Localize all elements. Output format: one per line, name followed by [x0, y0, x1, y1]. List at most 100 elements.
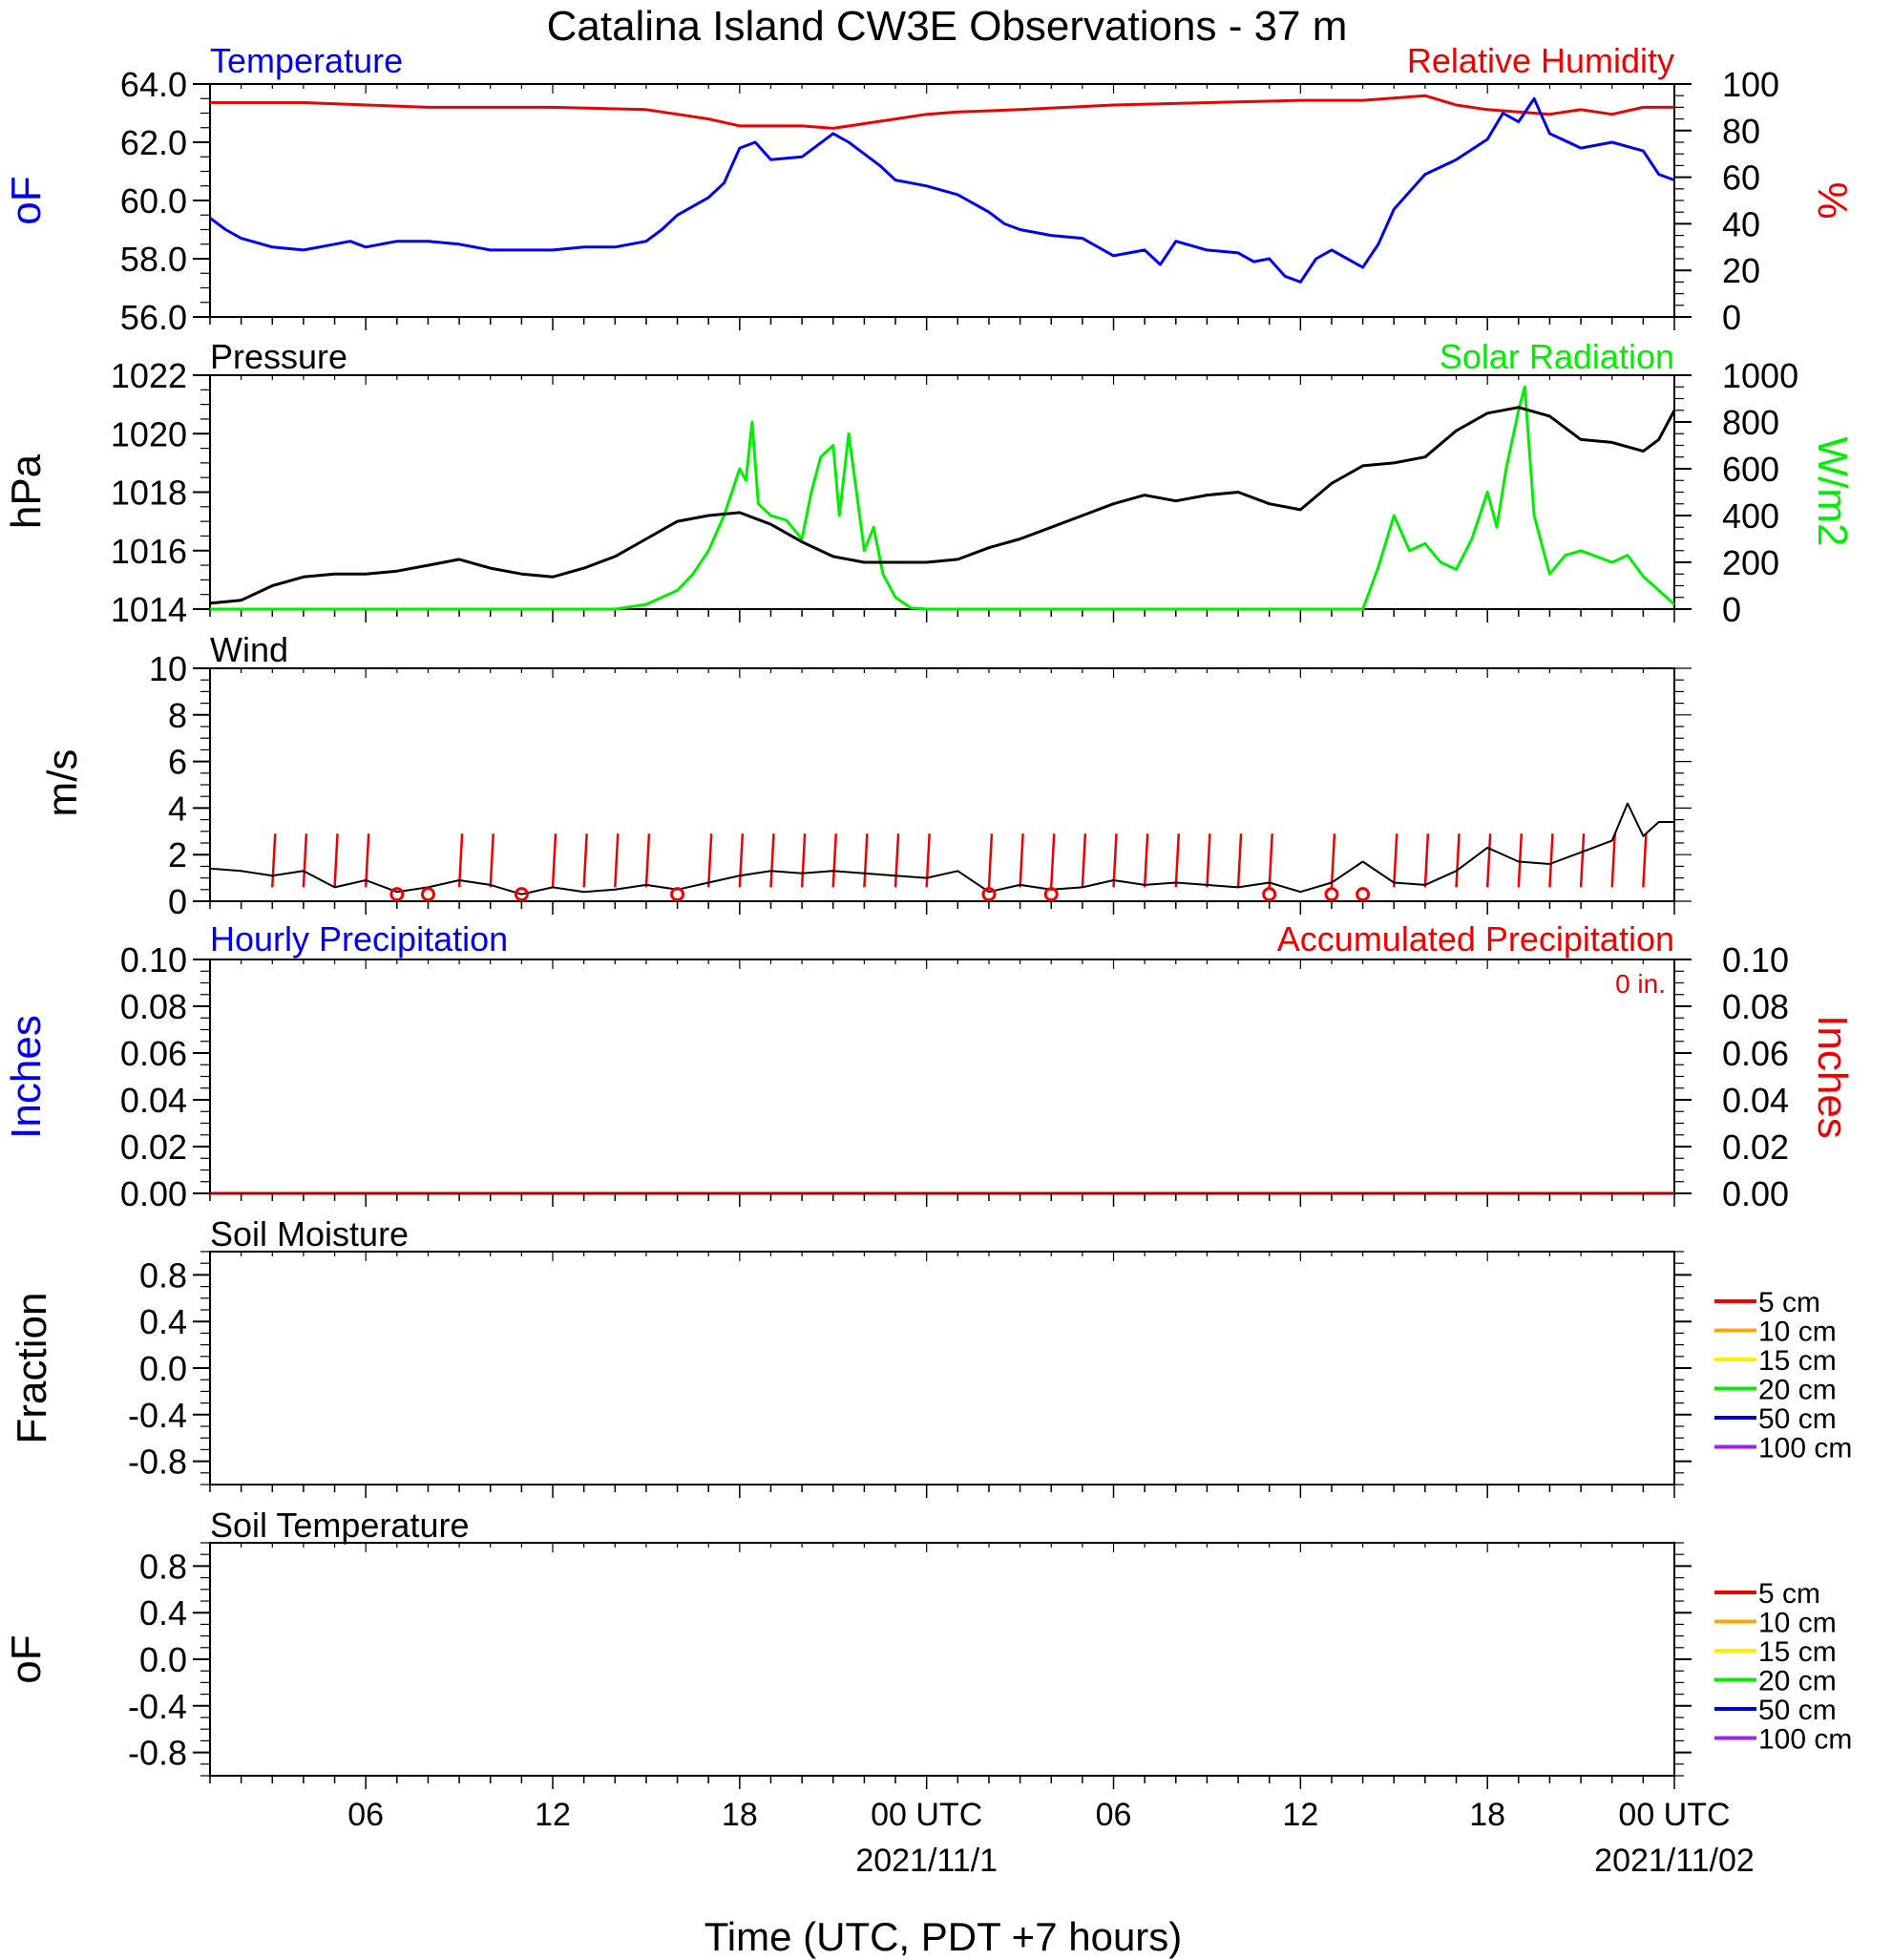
x-axis-title: Time (UTC, PDT +7 hours) — [704, 1914, 1183, 1959]
wind-barb — [738, 833, 745, 888]
y-tick-label: 0.06 — [120, 1034, 187, 1073]
y2-tick-label: 400 — [1722, 496, 1779, 536]
legend-label: 20 cm — [1758, 1375, 1837, 1406]
hourly-precip-title: Hourly Precipitation — [210, 919, 508, 959]
pressure-unit: hPa — [3, 453, 50, 529]
y-tick-label: 0.10 — [120, 940, 187, 980]
temperature-line — [209, 96, 1675, 284]
y-tick-label: 0.0 — [139, 1640, 187, 1679]
figure-title: Catalina Island CW3E Observations - 37 m — [547, 3, 1348, 50]
temp_rh-frame — [209, 83, 1675, 318]
accum-precip-value: 0 in. — [1615, 969, 1666, 999]
x-tick-label: 00 UTC — [871, 1797, 982, 1833]
wind-barb — [582, 833, 588, 888]
calm-marker — [1324, 887, 1339, 902]
legend-label: 10 cm — [1758, 1608, 1837, 1639]
wind-barb — [1517, 833, 1524, 888]
y-tick-label: 1016 — [111, 532, 187, 571]
wind-barb — [1548, 833, 1554, 888]
y-tick-label: -0.8 — [128, 1734, 187, 1773]
soil_temp-frame — [209, 1542, 1675, 1777]
y-tick-label: 0.8 — [139, 1547, 187, 1586]
y-tick-label: 2 — [168, 835, 187, 875]
wind-barb — [1485, 833, 1492, 888]
panel-pressure-solar: 1014 1016 1018 1020 1022 0 200 400 600 800 1000 Pre… — [3, 337, 1856, 629]
wind-barb — [644, 833, 651, 888]
y2-tick-label: 0.00 — [1722, 1174, 1789, 1213]
wind-barb — [893, 833, 900, 888]
y2-tick-label: 0.04 — [1722, 1081, 1789, 1120]
humidity-line — [210, 94, 1674, 130]
hourly-precip-unit: Inches — [3, 1015, 50, 1139]
y-tick-label: 8 — [168, 696, 187, 735]
temperature-title: Temperature — [210, 41, 403, 80]
y2-tick-label: 0.08 — [1722, 987, 1789, 1026]
accum-precip-title: Accumulated Precipitation — [1277, 919, 1674, 959]
y2-tick-label: 0 — [1722, 298, 1741, 337]
y-tick-label: 0.08 — [120, 987, 187, 1026]
y-tick-label: 0.04 — [120, 1081, 187, 1120]
panel-soil-moisture: -0.8 -0.4 0.0 0.4 0.8 Soil Moisture Fraction 5 … — [9, 1214, 1852, 1498]
wind-barb — [551, 833, 557, 888]
y2-tick-label: 0.10 — [1722, 940, 1789, 980]
y-tick-label: 0.4 — [139, 1302, 187, 1341]
wind-barb — [489, 833, 494, 888]
calm-marker — [1356, 887, 1371, 902]
x-tick-label: 18 — [1469, 1797, 1505, 1833]
humidity-title: Relative Humidity — [1407, 41, 1674, 80]
calm-marker — [981, 887, 997, 902]
y-tick-label: 56.0 — [120, 298, 187, 337]
wind-barb — [1049, 833, 1056, 888]
y-tick-label: 64.0 — [120, 65, 187, 104]
soil-temperature-unit: oF — [3, 1634, 50, 1683]
wind-barb — [1579, 833, 1586, 888]
pressure-title: Pressure — [210, 337, 347, 376]
wind-barb — [1393, 833, 1398, 888]
solar-title: Solar Radiation — [1440, 337, 1674, 376]
x-tick-label: 06 — [1096, 1797, 1132, 1833]
legend-label: 15 cm — [1758, 1345, 1837, 1377]
x-date-label: 2021/11/02 — [1594, 1843, 1755, 1879]
legend-label: 10 cm — [1758, 1317, 1837, 1348]
legend-label: 5 cm — [1758, 1578, 1820, 1610]
y-tick-label: 6 — [168, 743, 187, 782]
panel-soil-moisture-title: Soil Moisture — [210, 1214, 409, 1254]
y-tick-label: 62.0 — [120, 123, 187, 162]
panel-precipitation: 0.00 0.02 0.04 0.06 0.08 0.10 0.00 0.02 0.04 0.06… — [3, 919, 1856, 1213]
wind-barb — [333, 833, 339, 888]
wind-barb — [1642, 833, 1648, 888]
wind-barb — [1174, 833, 1181, 888]
legend-label: 20 cm — [1758, 1666, 1837, 1697]
wind-barb — [1236, 833, 1243, 888]
y-tick-label: 1018 — [111, 474, 187, 513]
x-tick-label: 06 — [347, 1797, 384, 1833]
panel-temperature-humidity: 56.0 58.0 60.0 62.0 64.0 0 20 40 60 80 100 Temperat… — [3, 41, 1856, 337]
wind-barb — [769, 833, 775, 888]
wind-barb — [302, 833, 308, 888]
y2-tick-label: 20 — [1722, 251, 1760, 290]
y-tick-label: -0.4 — [128, 1396, 187, 1435]
wind-unit: m/s — [39, 749, 86, 817]
wind-barb — [1019, 833, 1024, 888]
y2-tick-label: 200 — [1722, 543, 1779, 582]
accum-precip-unit: Inches — [1809, 1015, 1856, 1139]
time-axis: 06 12 18 00 UTC 06 12 18 00 UTC 2021/11/1 2021/11… — [347, 1797, 1755, 1879]
y2-tick-label: 60 — [1722, 158, 1760, 198]
legend-label: 5 cm — [1758, 1287, 1820, 1318]
wind-barb — [1206, 833, 1211, 888]
y-tick-label: 1020 — [111, 414, 187, 453]
calm-marker — [514, 887, 529, 902]
y2-tick-label: 80 — [1722, 112, 1760, 151]
y-tick-label: 0.8 — [139, 1255, 187, 1295]
y-tick-label: 60.0 — [120, 181, 187, 221]
soil-moisture-unit: Fraction — [9, 1293, 55, 1444]
wind-title: Wind — [210, 630, 288, 669]
wind-barb — [706, 833, 713, 888]
y-tick-label: -0.4 — [128, 1687, 187, 1726]
calm-marker — [1262, 887, 1277, 902]
temperature-unit: oF — [3, 176, 50, 224]
calm-marker — [420, 887, 435, 902]
y-tick-label: 10 — [149, 649, 187, 688]
legend-label: 100 cm — [1758, 1724, 1852, 1756]
